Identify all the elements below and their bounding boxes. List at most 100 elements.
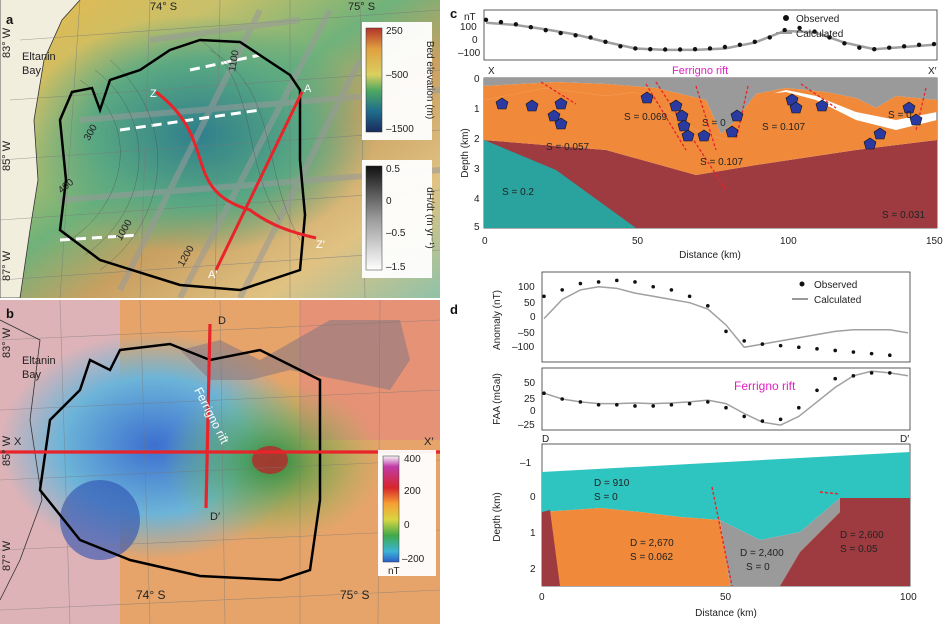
observed-point <box>833 348 837 353</box>
dhdt-legend-title: dH/dt (m yr⁻¹) <box>424 187 435 248</box>
observed-point <box>760 419 765 423</box>
c-legend-calculated: Calculated <box>796 29 843 40</box>
observed-point <box>542 294 546 299</box>
observed-point <box>596 403 601 407</box>
c-ytick-2: 2 <box>474 134 480 145</box>
panel-b: Eltanin Bay X X′ D D′ Ferrigno rift 83° … <box>0 299 441 625</box>
observed-point <box>669 288 674 292</box>
c-s-0031: S = 0.031 <box>882 210 926 221</box>
dhdt-legend: 0.5 0 –0.5 –1.5 dH/dt (m yr⁻¹) <box>362 160 435 278</box>
panel-a-letter: a <box>6 12 14 27</box>
calculated-line <box>543 285 909 349</box>
observed-point <box>603 39 608 45</box>
bed-elevation-legend: 250 –500 –1500 Bed elevation (m) <box>362 22 435 140</box>
b-profile-d: D <box>218 315 226 327</box>
mag-tick-neg200: –200 <box>402 554 425 565</box>
b-lat-74: 74° S <box>136 588 166 602</box>
observed-point <box>851 374 856 378</box>
observed-point <box>615 403 619 407</box>
profile-end-a: A <box>304 83 312 95</box>
observed-point <box>742 339 746 343</box>
dh-tick-0: 0 <box>386 196 392 207</box>
observed-point <box>737 42 743 47</box>
c-s-0107-a: S = 0.107 <box>762 122 806 133</box>
bed-tick-neg500: –500 <box>386 70 409 81</box>
panel-c: nT 100 0 –100 Observed Calculated X X′ F… <box>458 9 943 260</box>
c-ytick-4: 4 <box>474 194 480 205</box>
d-block3-s: S = 0 <box>746 562 770 573</box>
observed-point <box>916 42 922 47</box>
d-xtick-50: 50 <box>720 592 732 603</box>
bed-tick-neg1500: –1500 <box>386 124 414 135</box>
place-bay: Bay <box>22 65 41 77</box>
d-faa-ylabel: FAA (mGal) <box>492 373 503 425</box>
profile-end-z-prime: Z′ <box>316 239 325 251</box>
profile-end-z: Z <box>150 88 157 100</box>
observed-point <box>722 44 728 50</box>
b-lon-85: 85° W <box>1 435 13 466</box>
observed-point <box>498 19 504 25</box>
observed-point <box>782 27 787 33</box>
observed-point <box>588 35 593 40</box>
d-block4-d: D = 2,600 <box>840 530 884 541</box>
lon-label-87: 87° W <box>1 250 13 281</box>
observed-point <box>869 351 874 356</box>
d-block1-s: S = 0 <box>594 492 618 503</box>
observed-point <box>815 388 819 393</box>
observed-point <box>797 405 801 410</box>
b-profile-d-prime: D′ <box>210 511 220 523</box>
observed-point <box>692 47 698 52</box>
d-faa-plot <box>542 370 909 426</box>
d-legend-observed: Observed <box>814 280 857 291</box>
observed-point <box>558 30 563 36</box>
lon-label-83: 83° W <box>1 27 13 58</box>
observed-point <box>596 280 601 284</box>
observed-point <box>687 401 692 406</box>
observed-point <box>573 33 578 38</box>
c-top-unit: nT <box>464 12 476 23</box>
c-s-0-a: S = 0 <box>702 118 726 129</box>
d-xtick-0: 0 <box>539 592 545 603</box>
mag-legend-unit: nT <box>388 566 400 577</box>
panel-d-letter: d <box>450 302 458 317</box>
d-anom-tick-0: 0 <box>530 312 536 323</box>
d-anomaly-plot <box>542 278 909 358</box>
observed-point <box>706 304 710 308</box>
observed-point <box>724 329 728 334</box>
d-xlabel: Distance (km) <box>695 608 757 619</box>
observed-point <box>633 404 637 408</box>
observed-point <box>857 45 862 50</box>
observed-point <box>663 47 668 52</box>
d-block2-d: D = 2,670 <box>630 538 674 549</box>
c-top-tick-neg100: –100 <box>458 48 481 59</box>
c-s-02: S = 0.2 <box>502 187 534 198</box>
observed-point <box>618 44 623 49</box>
observed-point <box>767 35 772 40</box>
observed-point <box>778 417 783 422</box>
c-ytick-1: 1 <box>474 104 480 115</box>
observed-point <box>687 294 692 299</box>
observed-point <box>724 405 728 410</box>
observed-point <box>887 45 892 50</box>
observed-point <box>851 350 856 354</box>
observed-point <box>833 376 837 381</box>
mag-tick-400: 400 <box>404 454 421 465</box>
c-profile-x-prime: X′ <box>928 66 937 77</box>
c-top-tick-0: 0 <box>472 35 478 46</box>
d-faa-tick-0: 0 <box>530 406 536 417</box>
observed-point <box>778 343 783 348</box>
b-lon-87: 87° W <box>1 540 13 571</box>
c-ytick-5: 5 <box>474 222 480 233</box>
observed-point <box>752 39 757 45</box>
c-s-0-b: S = 0 <box>888 110 912 121</box>
c-ytick-0: 0 <box>474 74 480 85</box>
d-faa-frame <box>541 367 911 431</box>
observed-point <box>560 288 564 292</box>
d-depth-tick-2: 2 <box>530 564 536 575</box>
d-faa-tick-50: 50 <box>524 378 536 389</box>
d-anomaly-ylabel: Anomaly (nT) <box>492 290 503 350</box>
d-legend-observed-marker <box>799 281 805 287</box>
lon-label-85: 85° W <box>1 140 13 171</box>
d-depth-tick-1: 1 <box>530 528 536 539</box>
observed-point <box>542 391 546 395</box>
